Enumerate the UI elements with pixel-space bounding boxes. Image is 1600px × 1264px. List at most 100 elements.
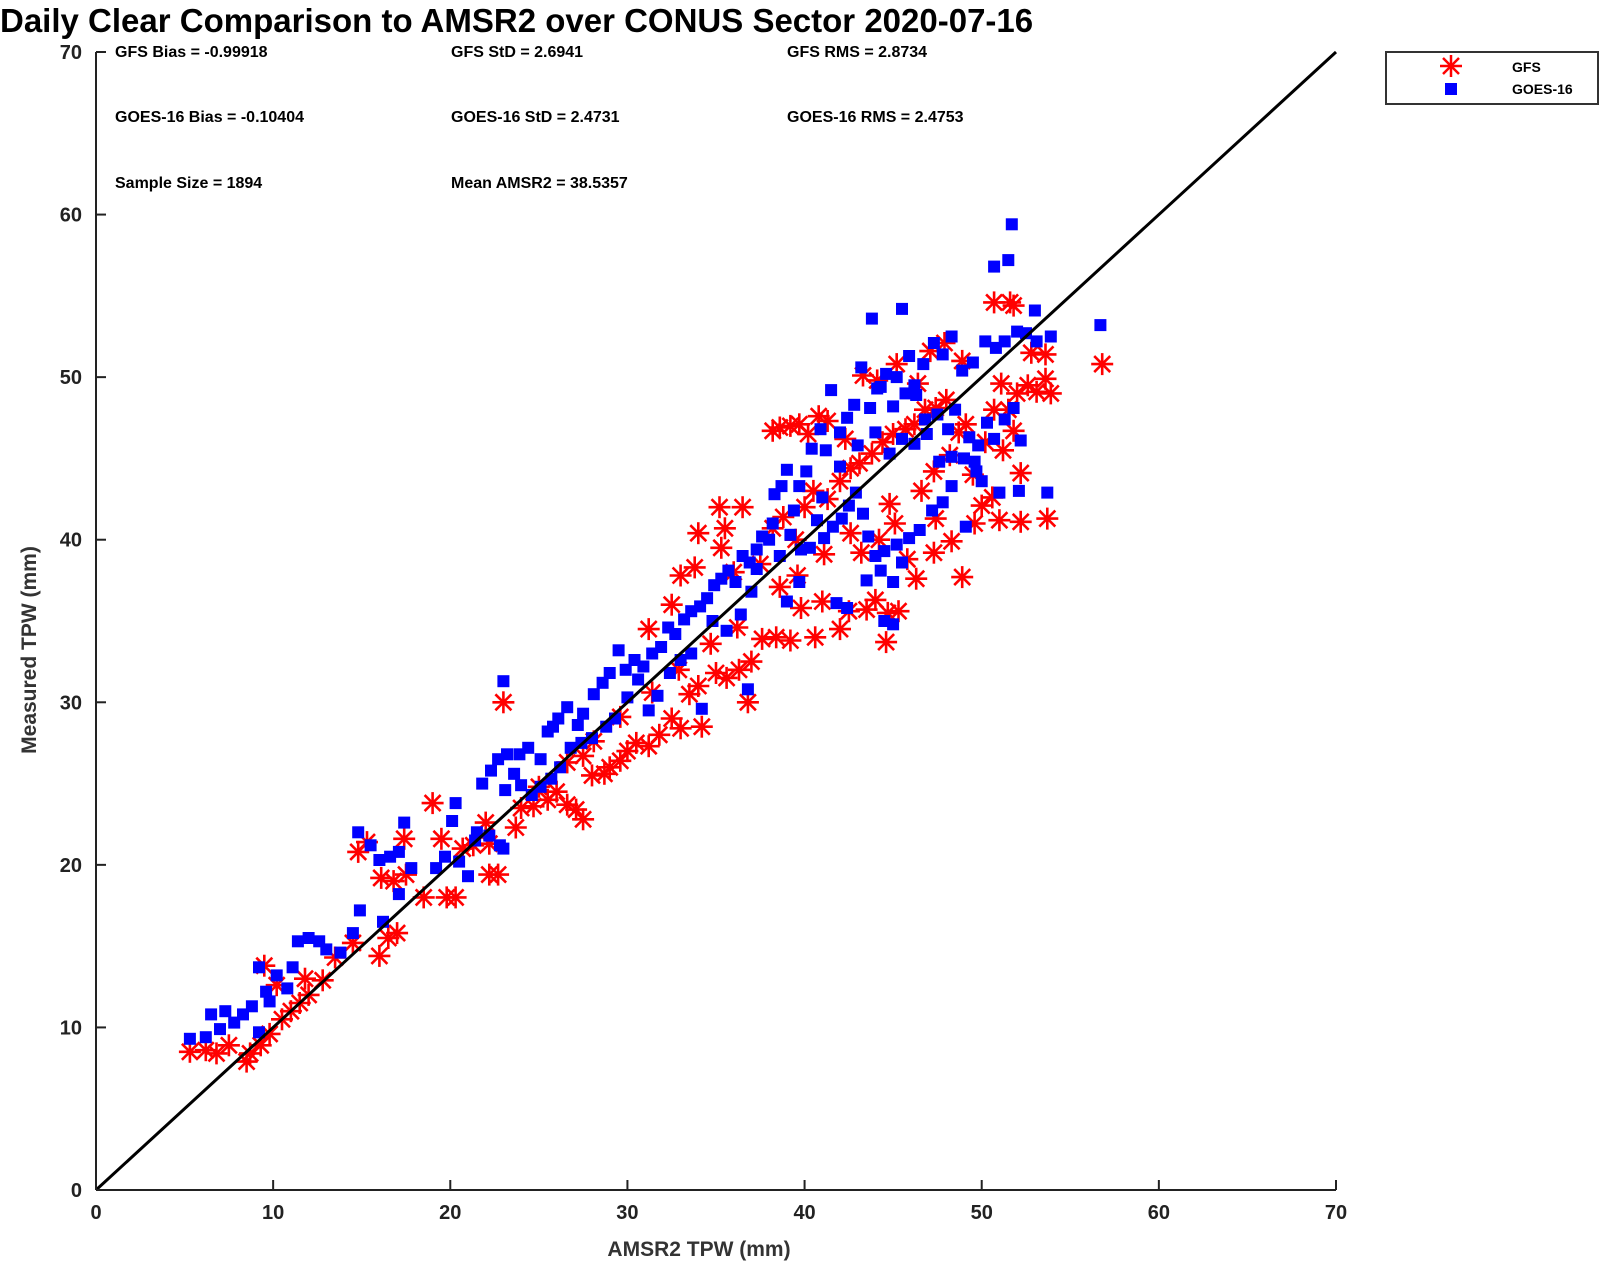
goes-point: [430, 862, 443, 875]
goes-point: [848, 398, 861, 411]
goes-point: [993, 486, 1006, 499]
goes-point: [587, 688, 600, 701]
goes-point: [302, 932, 315, 944]
goes-point: [476, 777, 489, 790]
gfs-point: [940, 530, 963, 553]
goes-point: [988, 260, 1001, 273]
goes-point: [577, 707, 590, 720]
goes-point: [793, 576, 806, 588]
goes-point: [245, 1000, 258, 1013]
goes-point: [927, 337, 940, 349]
gfs-point: [829, 470, 851, 493]
x-axis-label: AMSR2 TPW (mm): [607, 1238, 790, 1261]
gfs-point: [875, 631, 898, 654]
gfs-point: [1039, 382, 1062, 405]
y-axis-label: Measured TPW (mm): [18, 546, 41, 754]
goes-point: [896, 556, 908, 569]
goes-point: [805, 442, 818, 455]
goes-point: [612, 644, 625, 657]
goes-point: [392, 845, 405, 858]
chart-title: Daily Clear Comparison to AMSR2 over CON…: [0, 2, 1033, 39]
goes-point: [334, 946, 347, 959]
x-tick-label: 30: [616, 1202, 638, 1224]
y-tick-label: 10: [60, 1017, 82, 1039]
goes-point: [291, 935, 304, 948]
goes-point: [841, 411, 854, 424]
goes-point: [890, 538, 903, 551]
gfs-point: [713, 517, 736, 540]
y-tick-label: 60: [60, 205, 82, 227]
goes-point: [561, 701, 574, 714]
goes-point: [988, 432, 1001, 445]
goes-point: [1020, 327, 1032, 340]
gfs-point: [878, 492, 901, 515]
gfs-point: [1002, 419, 1025, 442]
goes-point: [655, 641, 668, 653]
goes-point: [816, 491, 829, 504]
goes-point: [899, 387, 912, 400]
goes-point: [219, 1005, 232, 1018]
goes-point: [534, 753, 547, 766]
gfs-point: [687, 675, 710, 697]
goes-point: [1041, 486, 1054, 499]
goes-point: [485, 764, 497, 777]
goes-point: [865, 312, 878, 325]
gfs-point: [660, 707, 683, 730]
goes-point: [205, 1008, 218, 1021]
gfs-point: [883, 512, 906, 535]
goes-point: [910, 389, 923, 401]
goes-point: [619, 663, 632, 676]
goes-point: [913, 524, 926, 536]
y-tick-label: 0: [71, 1180, 82, 1202]
gfs-point: [687, 522, 710, 545]
gfs-point: [294, 967, 316, 990]
goes-point: [750, 563, 763, 575]
gfs-point: [728, 658, 750, 681]
goes-point: [855, 361, 868, 374]
gfs-point: [990, 372, 1013, 395]
goes-point: [998, 413, 1011, 426]
goes-point: [571, 719, 584, 731]
gfs-point: [572, 808, 595, 831]
goes-point: [199, 1031, 212, 1044]
goes-point: [975, 475, 988, 488]
goes-point: [942, 423, 955, 436]
goes-point: [811, 514, 823, 527]
goes-point: [346, 927, 359, 940]
y-tick-label: 30: [60, 692, 82, 714]
gfs-point: [983, 291, 1006, 314]
goes-point: [1005, 218, 1018, 231]
goes-point: [883, 447, 896, 460]
goes-point: [896, 432, 908, 445]
goes-point: [887, 576, 900, 588]
goes-point: [1007, 402, 1020, 414]
goes-point: [183, 1032, 196, 1045]
goes-point: [398, 816, 411, 829]
goes-point: [818, 532, 831, 545]
goes-point: [281, 982, 294, 995]
gfs-point: [813, 543, 836, 566]
goes-point: [998, 335, 1011, 348]
y-tick-label: 20: [60, 855, 82, 877]
gfs-point: [1034, 343, 1057, 366]
goes-point: [1094, 319, 1107, 332]
goes-point: [734, 608, 747, 621]
gfs-point: [850, 541, 873, 564]
goes-point: [793, 480, 806, 493]
goes-point: [554, 761, 567, 774]
gfs-point: [205, 1042, 228, 1065]
goes-point: [253, 961, 265, 974]
goes-point: [449, 797, 462, 810]
gfs-point: [811, 590, 834, 613]
y-tick-label: 40: [60, 530, 82, 552]
goes-point: [949, 403, 962, 416]
goes-point: [1030, 335, 1043, 348]
stat-goes-rms: GOES-16 RMS = 2.4753: [787, 109, 964, 126]
stats-panel: GFS Bias = -0.99918 GFS StD = 2.6941 GFS…: [115, 44, 964, 192]
gfs-point: [347, 840, 370, 863]
goes-point: [878, 545, 891, 558]
gfs-point: [839, 522, 862, 545]
goes-point: [972, 439, 985, 452]
x-tick-label: 10: [262, 1202, 284, 1224]
x-tick-label: 20: [439, 1202, 461, 1224]
